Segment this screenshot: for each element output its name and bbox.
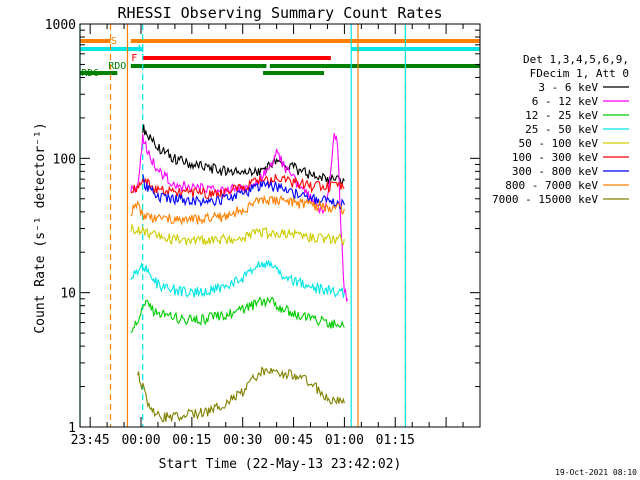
series-line-8 (137, 366, 345, 423)
x-tick-label: 00:30 (223, 433, 262, 448)
legend-label: 50 - 100 keV (519, 137, 599, 150)
series-line-3 (130, 259, 345, 298)
legend-label: 12 - 25 keV (525, 109, 598, 122)
x-axis-label: Start Time (22-May-13 23:42:02) (159, 457, 402, 472)
legend-label: 100 - 300 keV (512, 151, 598, 164)
flag-label-rdo: RDO (108, 61, 126, 72)
legend-label: 3 - 6 keV (538, 81, 598, 94)
series-line-4 (130, 223, 345, 246)
axes: 1 10 100 1000 23:45 00:00 00:15 00:30 00:45 01:00… (45, 18, 481, 448)
legend-label: 800 - 7000 keV (505, 179, 598, 192)
series-layer (130, 124, 349, 423)
vertical-markers (79, 24, 407, 427)
flag-label-n: N (138, 44, 144, 55)
legend-header-line-1: Det 1,3,4,5,6,9, (523, 53, 629, 66)
x-tick-label: 00:15 (172, 433, 211, 448)
y-axis-label: Count Rate (s⁻¹ detector⁻¹) (33, 122, 48, 333)
flag-label-s: S (111, 36, 117, 47)
y-tick-label: 10 (60, 287, 76, 302)
x-tick-label: 00:45 (274, 433, 313, 448)
y-tick-label: 1 (68, 421, 76, 436)
x-tick-label: 01:15 (376, 433, 415, 448)
x-tick-label: 00:00 (121, 433, 160, 448)
series-line-2 (130, 296, 345, 334)
x-tick-label: 23:45 (71, 433, 110, 448)
flag-label-rd6: RD6 (81, 68, 99, 79)
series-line-0 (142, 124, 345, 186)
y-tick-label: 1000 (45, 18, 76, 33)
legend-label: 7000 - 15000 keV (492, 193, 598, 206)
legend-label: 25 - 50 keV (525, 123, 598, 136)
legend-label: 300 - 800 keV (512, 165, 598, 178)
y-tick-label: 100 (53, 152, 76, 167)
x-tick-label: 01:00 (325, 433, 364, 448)
series-line-6 (142, 174, 345, 210)
legend-label: 6 - 12 keV (532, 95, 599, 108)
flags-layer: S NF RDO RD6 (80, 36, 480, 79)
legend-header-line-2: FDecim 1, Att 0 (530, 67, 629, 80)
footer-timestamp: 19-Oct-2021 08:10 (555, 468, 637, 477)
series-line-7 (130, 194, 345, 226)
chart-title: RHESSI Observing Summary Count Rates (117, 4, 442, 22)
plot-frame (79, 23, 481, 428)
flag-label-f: F (131, 53, 137, 64)
